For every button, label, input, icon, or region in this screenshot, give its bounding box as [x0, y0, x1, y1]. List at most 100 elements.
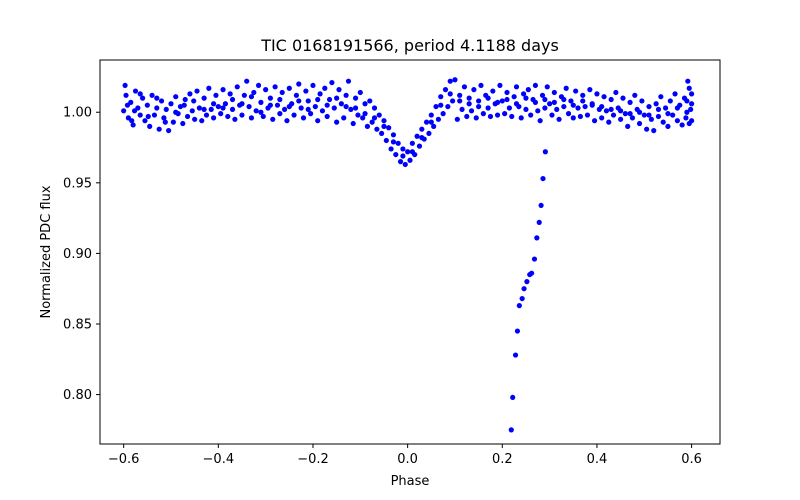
data-point: [296, 98, 302, 104]
data-point: [648, 116, 654, 122]
data-point: [608, 106, 614, 113]
data-point: [173, 94, 179, 100]
data-point: [312, 103, 318, 110]
data-point: [641, 112, 647, 118]
data-point: [362, 111, 368, 117]
data-point: [431, 123, 437, 129]
data-point: [308, 111, 314, 117]
data-point: [286, 85, 292, 91]
data-point: [442, 87, 449, 93]
data-point: [124, 102, 131, 108]
data-point: [191, 98, 197, 104]
data-point: [528, 112, 534, 118]
data-point: [450, 98, 456, 104]
data-point: [667, 98, 673, 104]
data-point: [454, 116, 460, 122]
data-point: [305, 98, 311, 104]
data-point: [580, 92, 586, 98]
data-point: [196, 105, 202, 111]
data-point: [331, 105, 337, 111]
data-point: [672, 91, 678, 97]
data-point: [322, 85, 328, 91]
data-point: [521, 286, 527, 292]
data-point: [390, 132, 397, 138]
data-point: [618, 108, 624, 114]
data-point: [524, 279, 530, 285]
data-point: [651, 127, 657, 134]
data-point: [131, 108, 138, 114]
data-point: [227, 91, 233, 97]
data-point: [438, 102, 444, 108]
data-point: [459, 106, 465, 113]
data-point: [464, 113, 470, 120]
data-point: [210, 115, 217, 121]
data-point: [162, 119, 168, 125]
data-point: [129, 118, 135, 124]
data-point: [390, 139, 397, 145]
data-point: [315, 118, 321, 124]
data-point: [591, 118, 598, 124]
data-point: [606, 119, 612, 125]
data-point: [267, 102, 273, 108]
data-point: [542, 105, 548, 111]
data-point: [334, 119, 340, 125]
data-point: [329, 79, 335, 86]
data-point: [379, 130, 385, 137]
data-point: [542, 149, 548, 155]
data-point: [684, 98, 690, 104]
data-point: [487, 113, 494, 120]
data-point: [416, 143, 423, 149]
data-point: [255, 82, 262, 89]
data-point: [355, 112, 361, 118]
data-point: [405, 149, 411, 155]
data-point: [516, 303, 522, 309]
data-point: [336, 87, 342, 93]
data-point: [293, 92, 300, 98]
data-point: [653, 101, 659, 107]
data-point: [201, 95, 207, 101]
data-point: [263, 87, 269, 93]
data-point: [137, 112, 143, 118]
data-point: [272, 84, 278, 90]
data-point: [551, 89, 557, 96]
data-point: [229, 106, 236, 113]
chart-title: TIC 0168191566, period 4.1188 days: [260, 36, 559, 55]
data-point: [646, 103, 652, 110]
points-layer: [121, 77, 695, 433]
data-point: [520, 91, 527, 97]
data-point: [192, 116, 198, 122]
data-point: [639, 98, 645, 104]
data-point: [504, 96, 510, 103]
data-point: [601, 94, 607, 100]
data-point: [248, 115, 255, 121]
data-point: [523, 95, 529, 101]
data-point: [627, 99, 633, 105]
plot-frame: [99, 59, 721, 445]
data-point: [229, 96, 236, 103]
data-point: [580, 98, 586, 104]
data-point: [381, 118, 387, 124]
data-point: [423, 119, 430, 125]
data-point: [319, 108, 326, 114]
data-point: [629, 115, 636, 121]
data-point: [627, 111, 633, 117]
data-point: [184, 113, 191, 120]
data-point: [298, 105, 304, 111]
y-tick-label: 0.85: [63, 318, 92, 333]
data-point: [519, 295, 525, 302]
data-point: [468, 108, 475, 114]
data-point: [220, 105, 226, 111]
data-point: [244, 78, 250, 84]
data-point: [364, 123, 370, 129]
data-point: [144, 102, 150, 108]
data-point: [395, 140, 401, 146]
data-point: [561, 96, 567, 103]
data-point: [485, 95, 491, 101]
data-point: [371, 115, 378, 121]
data-point: [284, 118, 290, 124]
data-point: [587, 87, 593, 93]
x-axis-ticks: −0.6 −0.4 −0.2 0.0 0.2 0.4 0.6: [108, 444, 702, 467]
data-point: [485, 105, 491, 111]
data-point: [338, 101, 344, 107]
data-point: [258, 99, 264, 105]
